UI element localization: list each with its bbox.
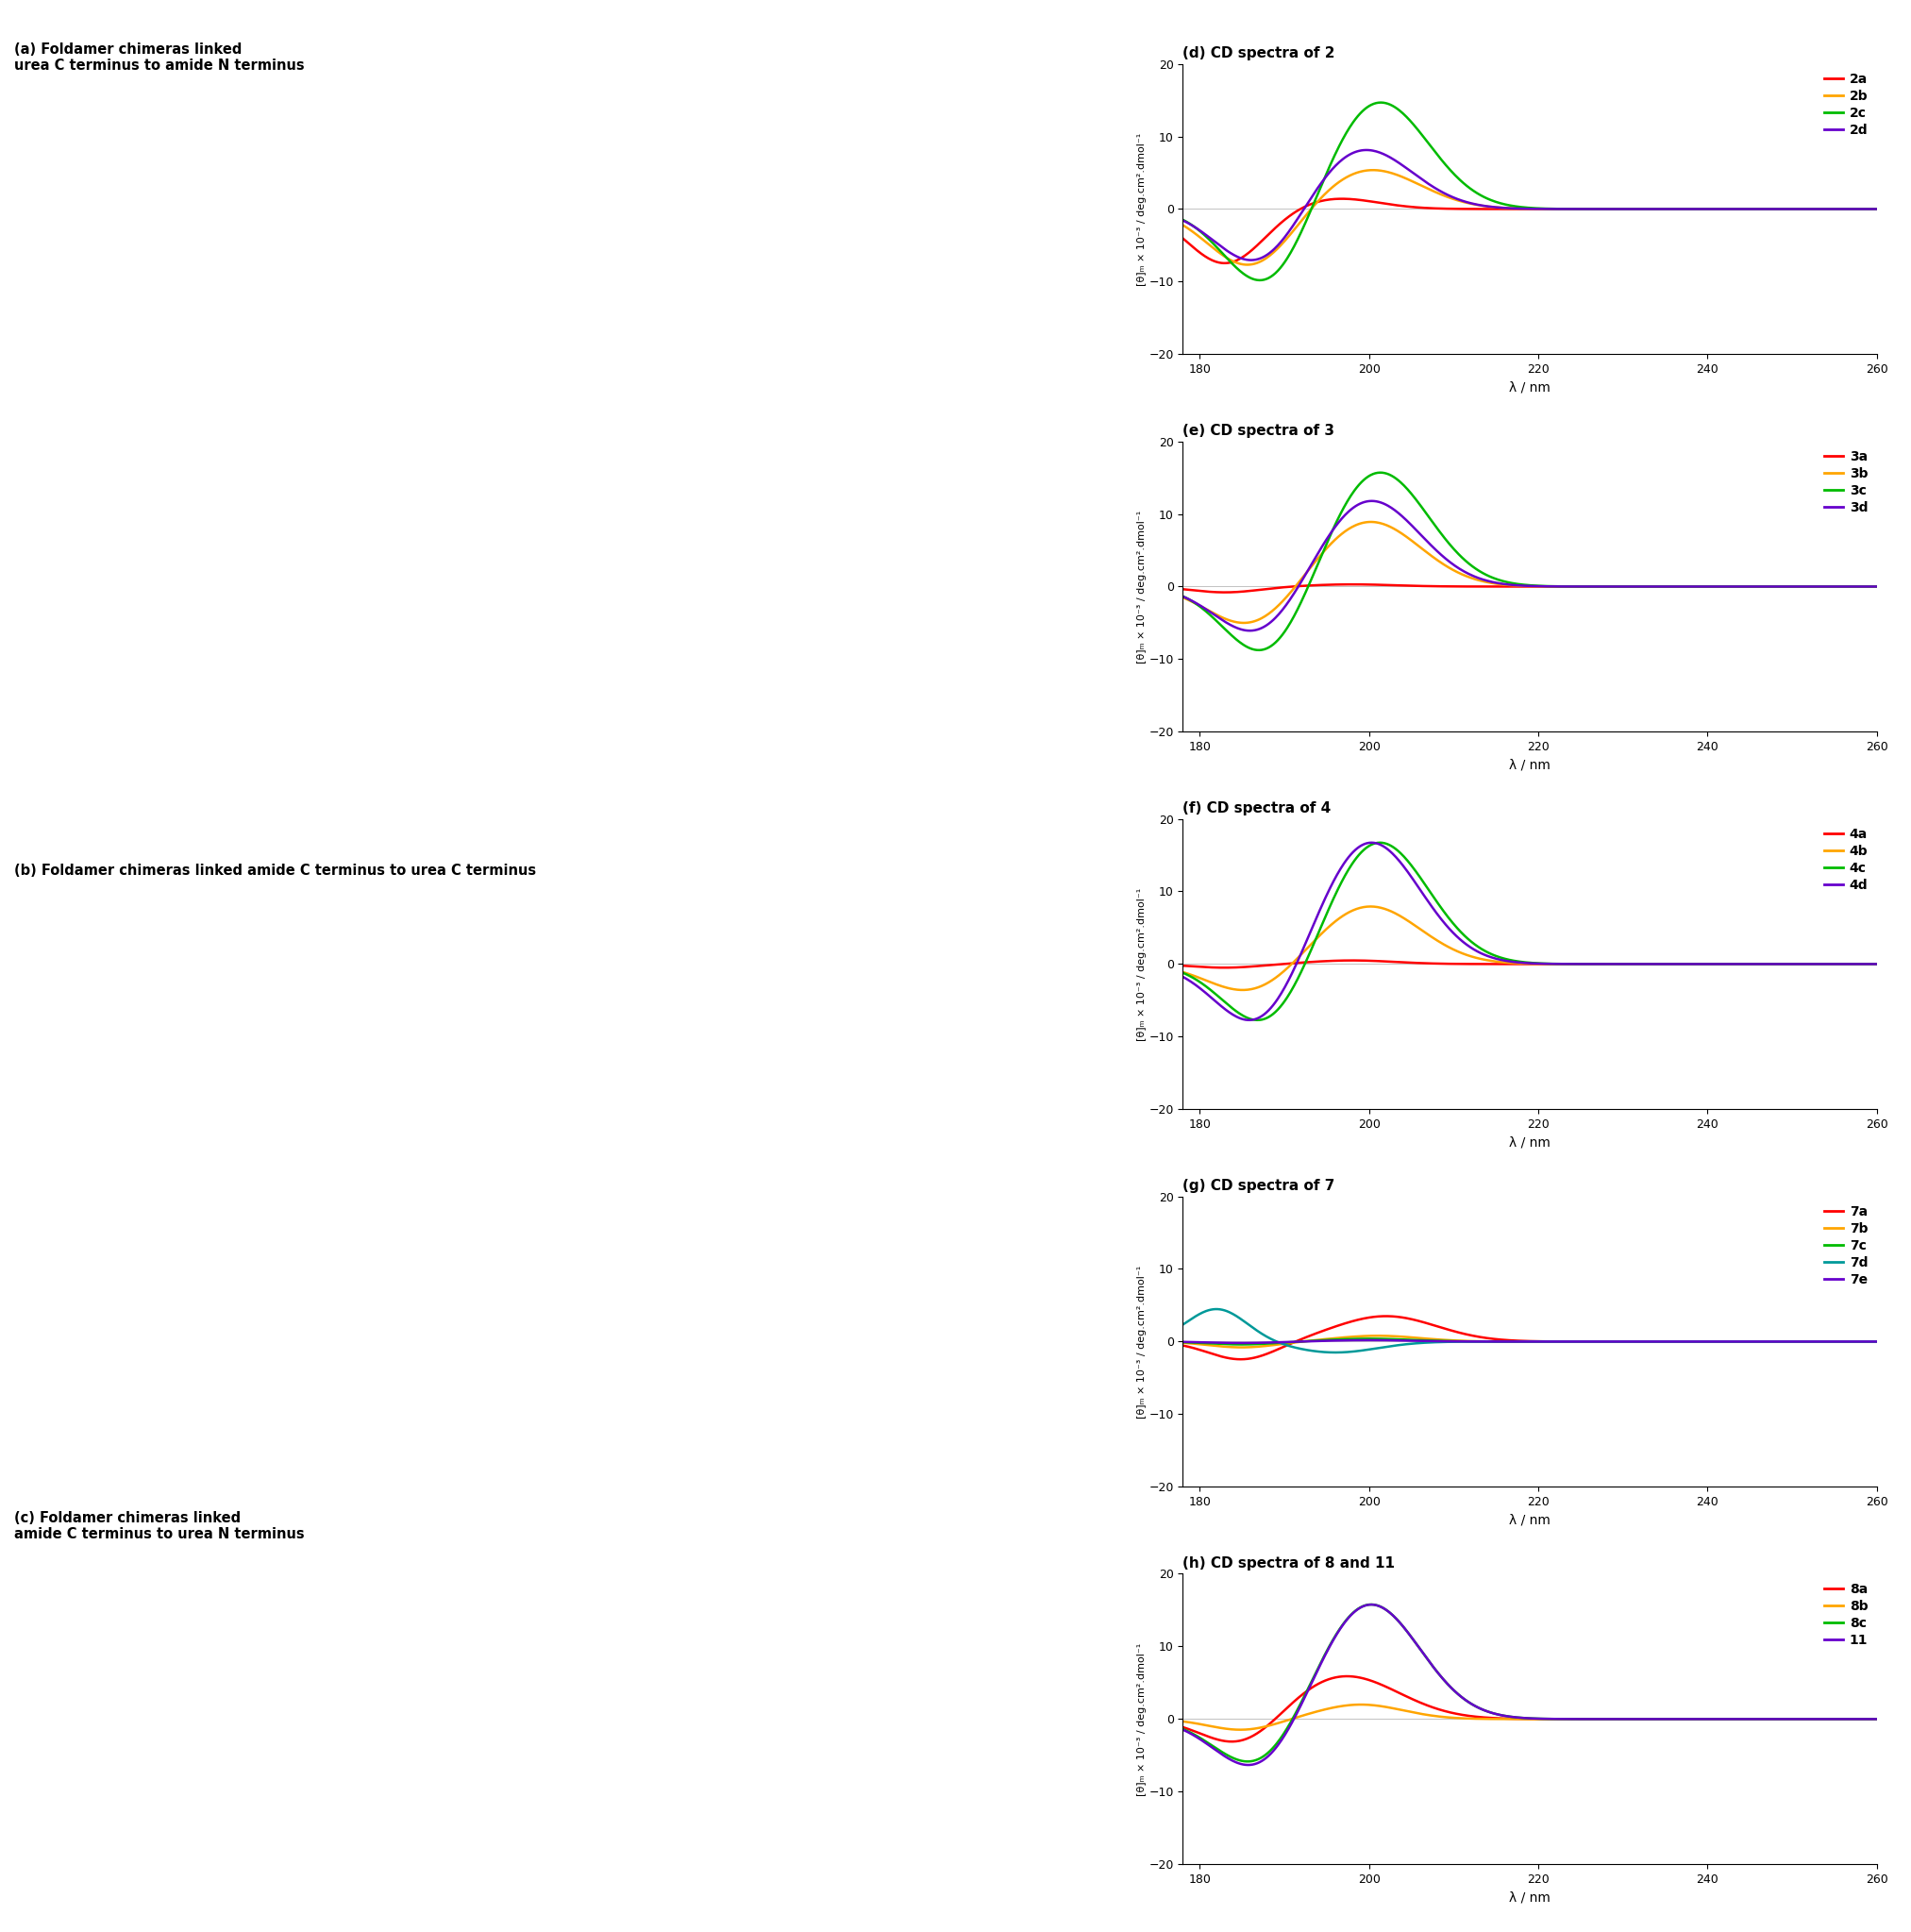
- Legend: 8a, 8b, 8c, 11: 8a, 8b, 8c, 11: [1819, 1578, 1873, 1652]
- Legend: 4a, 4b, 4c, 4d: 4a, 4b, 4c, 4d: [1819, 823, 1873, 896]
- X-axis label: λ / nm: λ / nm: [1510, 759, 1550, 771]
- X-axis label: λ / nm: λ / nm: [1510, 1136, 1550, 1150]
- Text: (c) Foldamer chimeras linked
amide C terminus to urea N terminus: (c) Foldamer chimeras linked amide C ter…: [13, 1511, 304, 1542]
- Text: (h) CD spectra of 8 and 11: (h) CD spectra of 8 and 11: [1183, 1555, 1395, 1571]
- X-axis label: λ / nm: λ / nm: [1510, 1513, 1550, 1526]
- Text: (a) Foldamer chimeras linked
urea C terminus to amide N terminus: (a) Foldamer chimeras linked urea C term…: [13, 43, 304, 73]
- Legend: 2a, 2b, 2c, 2d: 2a, 2b, 2c, 2d: [1819, 68, 1873, 141]
- Text: (f) CD spectra of 4: (f) CD spectra of 4: [1183, 802, 1332, 815]
- Legend: 3a, 3b, 3c, 3d: 3a, 3b, 3c, 3d: [1819, 444, 1873, 520]
- X-axis label: λ / nm: λ / nm: [1510, 1891, 1550, 1905]
- Y-axis label: [θ]ₘ × 10⁻³ / deg.cm².dmol⁻¹: [θ]ₘ × 10⁻³ / deg.cm².dmol⁻¹: [1137, 133, 1147, 286]
- Text: (e) CD spectra of 3: (e) CD spectra of 3: [1183, 423, 1336, 437]
- Legend: 7a, 7b, 7c, 7d, 7e: 7a, 7b, 7c, 7d, 7e: [1819, 1200, 1873, 1291]
- Y-axis label: [θ]ₘ × 10⁻³ / deg.cm².dmol⁻¹: [θ]ₘ × 10⁻³ / deg.cm².dmol⁻¹: [1137, 510, 1147, 663]
- Text: (d) CD spectra of 2: (d) CD spectra of 2: [1183, 46, 1336, 60]
- Text: (g) CD spectra of 7: (g) CD spectra of 7: [1183, 1179, 1336, 1192]
- Y-axis label: [θ]ₘ × 10⁻³ / deg.cm².dmol⁻¹: [θ]ₘ × 10⁻³ / deg.cm².dmol⁻¹: [1137, 1642, 1147, 1795]
- X-axis label: λ / nm: λ / nm: [1510, 381, 1550, 394]
- Y-axis label: [θ]ₘ × 10⁻³ / deg.cm².dmol⁻¹: [θ]ₘ × 10⁻³ / deg.cm².dmol⁻¹: [1137, 1265, 1147, 1418]
- Y-axis label: [θ]ₘ × 10⁻³ / deg.cm².dmol⁻¹: [θ]ₘ × 10⁻³ / deg.cm².dmol⁻¹: [1137, 887, 1147, 1041]
- Text: (b) Foldamer chimeras linked amide C terminus to urea C terminus: (b) Foldamer chimeras linked amide C ter…: [13, 864, 537, 877]
